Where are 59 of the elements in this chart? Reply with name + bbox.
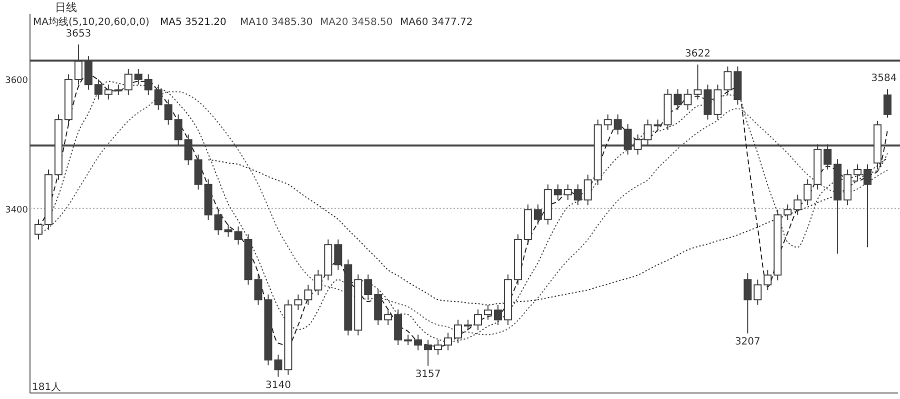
candlestick (614, 114, 622, 136)
annotation: 181人 (32, 382, 62, 393)
candlestick (424, 339, 432, 366)
candlestick (804, 178, 812, 206)
candlestick (534, 204, 542, 226)
candlestick (794, 194, 802, 216)
line-series (208, 157, 888, 306)
candlestick (754, 279, 762, 306)
y-tick-label: 3600 (5, 76, 28, 86)
candlestick (224, 224, 232, 238)
y-tick-label: 3400 (5, 205, 28, 216)
text: MA20 3458.50 (320, 17, 393, 28)
annotation: 3653 (66, 28, 92, 40)
candlestick (744, 272, 752, 334)
candlestick (684, 88, 692, 110)
candlestick (414, 334, 422, 351)
candlestick (294, 294, 302, 311)
candlestick (854, 164, 862, 180)
candlestick (564, 184, 572, 200)
candlestick (864, 164, 872, 248)
candlestick (254, 274, 262, 306)
annotation: 3140 (265, 380, 291, 391)
candlestick (884, 88, 892, 118)
candlestick (114, 84, 122, 96)
annotation: 3622 (685, 48, 710, 60)
candlestick (384, 308, 392, 326)
candlestick (554, 184, 562, 200)
candlestick (134, 68, 142, 86)
candlestick (474, 308, 482, 331)
text: MA60 3477.72 (400, 17, 473, 28)
candlestick (364, 274, 372, 300)
candlestick (694, 64, 702, 100)
candlestick (674, 88, 682, 110)
candlestick (404, 334, 412, 346)
annotation: 3584 (871, 73, 897, 84)
candlestick (494, 304, 502, 326)
candlestick (274, 354, 282, 378)
text: MA5 3521.20 (160, 17, 226, 28)
candlestick (314, 269, 322, 296)
candlestick (574, 184, 582, 206)
candlestick (104, 84, 112, 100)
candlestick (784, 204, 792, 221)
candlestick (484, 304, 492, 320)
candlestick (604, 114, 612, 130)
candlestick (234, 226, 242, 246)
candlestick (464, 319, 472, 331)
candlestick (584, 174, 592, 206)
candlestick (164, 99, 172, 126)
candlestick (654, 119, 662, 130)
annotation: 3207 (734, 336, 760, 348)
candlestick (334, 238, 342, 270)
text: MA10 3485.30 (240, 17, 313, 28)
annotation: 3157 (415, 368, 441, 380)
candlestick (304, 284, 312, 306)
candlestick (214, 209, 222, 236)
legend-title: MA均线(5,10,20,60,0,0) (33, 16, 150, 28)
chart-title: 日线 (55, 1, 77, 14)
candlestick (154, 84, 162, 110)
candlestick (764, 269, 772, 290)
